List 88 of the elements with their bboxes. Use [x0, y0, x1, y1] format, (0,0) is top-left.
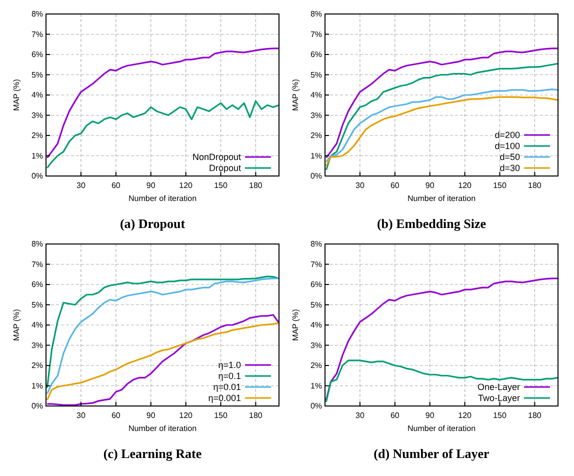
legend-label: η=0.01	[213, 382, 241, 392]
y-tick-label: 8%	[31, 10, 43, 19]
y-axis-title: MAP (%)	[12, 78, 21, 111]
y-tick-label: 7%	[31, 30, 43, 39]
y-tick-label: 4%	[31, 320, 43, 330]
y-tick-label: 4%	[31, 90, 43, 100]
text: (a) Dropout	[120, 216, 186, 231]
line-series	[325, 278, 559, 401]
x-tick-label: 120	[458, 181, 472, 190]
legend-label: d=100	[494, 140, 520, 151]
legend-label: d=50	[500, 152, 520, 162]
y-tick-label: 6%	[310, 280, 322, 290]
y-tick-label: 3%	[310, 110, 322, 120]
line-series	[325, 48, 559, 159]
x-axis-title: Number of iteration	[407, 194, 476, 203]
text: (d) Number of Layer	[374, 446, 490, 461]
y-tick-label: 6%	[310, 50, 322, 60]
y-tick-label: 5%	[310, 70, 322, 80]
y-tick-label: 8%	[310, 240, 322, 249]
legend-label: NonDropout	[192, 152, 242, 162]
legend-label: One-Layer	[477, 382, 520, 392]
text: (c) Learning Rate	[103, 446, 202, 461]
y-tick-label: 1%	[31, 151, 43, 160]
x-tick-label: 180	[528, 181, 542, 190]
y-tick-label: 2%	[310, 361, 322, 370]
legend-label: Two-Layer	[478, 392, 520, 403]
x-tick-label: 150	[493, 181, 507, 190]
x-tick-label: 60	[111, 181, 121, 190]
x-tick-label: 90	[146, 181, 156, 190]
line-series	[325, 360, 559, 403]
x-tick-label: 90	[146, 411, 156, 420]
x-tick-label: 60	[390, 411, 400, 420]
x-tick-label: 60	[111, 411, 121, 420]
y-tick-label: 3%	[310, 340, 322, 350]
x-tick-label: 120	[179, 411, 194, 420]
y-tick-label: 6%	[31, 280, 43, 290]
y-tick-label: 5%	[310, 300, 322, 310]
x-tick-label: 60	[390, 181, 400, 190]
y-tick-label: 3%	[31, 110, 43, 120]
y-tick-label: 7%	[310, 260, 322, 269]
legend-label: η=0.001	[208, 392, 241, 403]
x-axis-title: Number of iteration	[128, 424, 197, 433]
legend-label: d=200	[494, 130, 520, 140]
y-tick-label: 5%	[31, 300, 43, 310]
y-tick-label: 1%	[310, 381, 322, 390]
x-tick-label: 150	[493, 411, 507, 420]
x-tick-label: 120	[179, 181, 194, 190]
y-axis-title: MAP (%)	[291, 78, 300, 111]
y-tick-label: 7%	[310, 30, 322, 39]
x-tick-label: 180	[249, 181, 263, 190]
legend-label: Dropout	[208, 162, 242, 173]
y-tick-label: 1%	[31, 381, 43, 390]
y-tick-label: 8%	[310, 10, 322, 19]
legend-label: η=0.1	[218, 370, 241, 381]
y-tick-label: 0%	[31, 172, 43, 181]
x-tick-label: 30	[76, 181, 86, 190]
y-axis-title: MAP (%)	[291, 308, 300, 341]
x-tick-label: 180	[528, 411, 542, 420]
x-tick-label: 120	[458, 411, 472, 420]
line-series	[325, 62, 559, 171]
legend-label: η=1.0	[218, 360, 241, 370]
x-axis-title: Number of iteration	[128, 194, 197, 203]
y-tick-label: 5%	[31, 70, 43, 80]
x-tick-label: 180	[249, 411, 263, 420]
y-tick-label: 0%	[310, 172, 322, 181]
y-tick-label: 6%	[31, 50, 43, 60]
y-tick-label: 4%	[310, 320, 322, 330]
y-tick-label: 3%	[31, 340, 43, 350]
legend-label: d=30	[500, 162, 520, 173]
y-tick-label: 2%	[31, 361, 43, 370]
x-tick-label: 90	[425, 181, 435, 190]
y-tick-label: 4%	[310, 90, 322, 100]
y-tick-label: 7%	[31, 260, 43, 269]
x-tick-label: 30	[76, 411, 86, 420]
y-tick-label: 0%	[31, 402, 43, 411]
x-tick-label: 150	[214, 181, 228, 190]
y-tick-label: 0%	[310, 402, 322, 411]
y-tick-label: 2%	[310, 131, 322, 140]
y-tick-label: 8%	[31, 240, 43, 249]
x-tick-label: 90	[425, 411, 435, 420]
y-axis-title: MAP (%)	[12, 308, 21, 341]
x-tick-label: 30	[355, 181, 365, 190]
x-tick-label: 30	[355, 411, 365, 420]
y-tick-label: 1%	[310, 151, 322, 160]
text: (b) Embedding Size	[376, 216, 486, 231]
y-tick-label: 2%	[31, 131, 43, 140]
x-tick-label: 150	[214, 411, 228, 420]
x-axis-title: Number of iteration	[407, 424, 476, 433]
